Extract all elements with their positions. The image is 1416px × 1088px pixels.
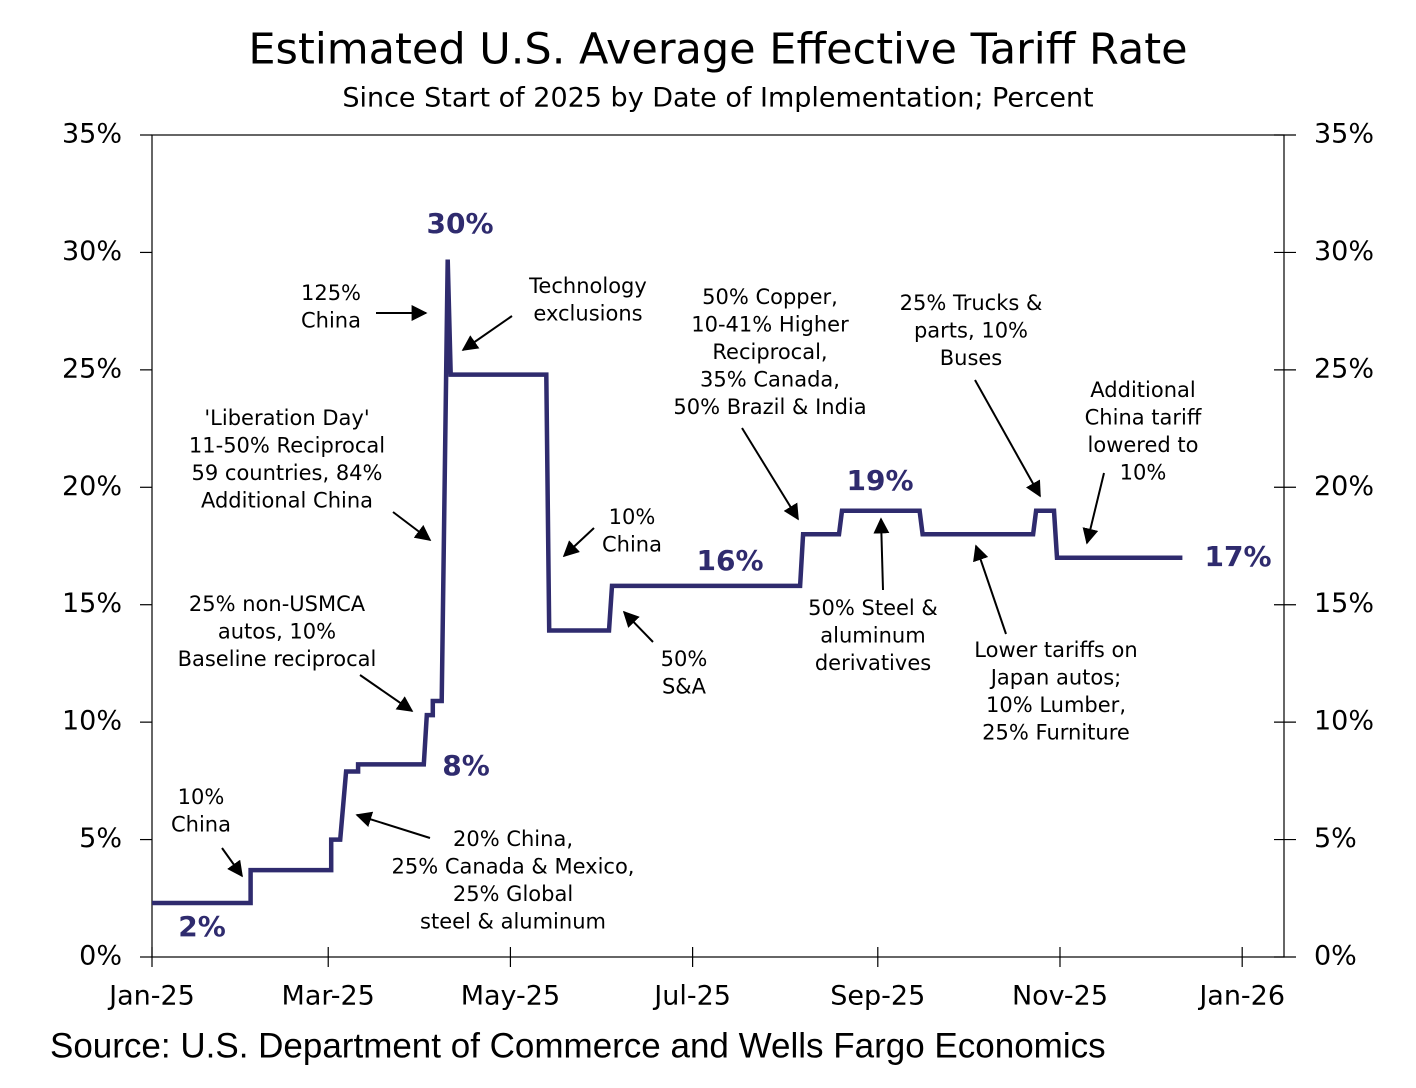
- annotation: 125%: [301, 281, 361, 305]
- arrow: [562, 527, 595, 558]
- y-tick-label: 25%: [62, 353, 122, 384]
- y2-tick-label: 20%: [1314, 471, 1374, 502]
- source-note: Source: U.S. Department of Commerce and …: [50, 1026, 1106, 1065]
- annotation: China: [301, 309, 361, 333]
- y2-tick-label: 5%: [1314, 823, 1357, 854]
- annotation: Additional China: [201, 489, 373, 513]
- x-tick-label: May-25: [461, 981, 560, 1012]
- chart-title: Estimated U.S. Average Effective Tariff …: [248, 25, 1187, 75]
- y2-tick-label: 35%: [1314, 119, 1374, 150]
- annotation: 10-41% Higher: [691, 313, 849, 337]
- annotation: Lower tariffs on: [974, 638, 1137, 662]
- arrow: [461, 315, 513, 351]
- annotation: 10% Lumber,: [986, 693, 1126, 717]
- y-tick-label: 5%: [79, 823, 122, 854]
- value-callout: 17%: [1204, 540, 1271, 573]
- annotation: autos, 10%: [218, 620, 336, 644]
- annotation: 10%: [609, 505, 656, 529]
- annotation: steel & aluminum: [420, 910, 606, 934]
- y-tick-label: 0%: [79, 941, 122, 972]
- annotation: 50% Brazil & India: [673, 395, 866, 419]
- y2-tick-label: 15%: [1314, 588, 1374, 619]
- annotation: Buses: [940, 346, 1003, 370]
- y-tick-label: 15%: [62, 588, 122, 619]
- x-tick-label: Jul-25: [652, 981, 731, 1012]
- value-callout: 8%: [442, 749, 490, 782]
- arrow: [221, 847, 243, 878]
- arrow: [1082, 472, 1105, 545]
- arrow: [392, 511, 432, 541]
- annotation: 25% Canada & Mexico,: [392, 855, 635, 879]
- annotation: aluminum: [820, 624, 925, 648]
- x-tick-label: Mar-25: [282, 981, 375, 1012]
- x-tick-label: Sep-25: [830, 981, 925, 1012]
- annotation: 11-50% Reciprocal: [189, 434, 385, 458]
- arrow: [359, 674, 414, 712]
- annotation-arrows: [221, 305, 1105, 878]
- y-tick-label: 20%: [62, 471, 122, 502]
- chart-subtitle: Since Start of 2025 by Date of Implement…: [342, 83, 1093, 114]
- y2-tick-label: 25%: [1314, 353, 1374, 384]
- y-tick-label: 10%: [62, 706, 122, 737]
- annotation: 50% Steel &: [808, 596, 938, 620]
- tariff-line: [152, 259, 1183, 906]
- arrow: [355, 811, 431, 839]
- annotation: 50%: [661, 647, 708, 671]
- arrow: [974, 379, 1041, 498]
- annotation: lowered to: [1088, 433, 1199, 457]
- annotation: 25% Furniture: [982, 721, 1130, 745]
- annotation: derivatives: [815, 651, 931, 675]
- annotation: S&A: [662, 675, 707, 699]
- arrow: [973, 544, 1007, 635]
- y2-tick-label: 10%: [1314, 706, 1374, 737]
- y2-tick-label: 0%: [1314, 941, 1357, 972]
- value-callout: 16%: [696, 544, 763, 577]
- annotation: Japan autos;: [989, 666, 1122, 690]
- annotation: China: [602, 533, 662, 557]
- annotation: parts, 10%: [914, 319, 1028, 343]
- annotation: China tariff: [1085, 406, 1202, 430]
- y2-tick-label: 30%: [1314, 236, 1374, 267]
- value-callout: 30%: [426, 207, 493, 240]
- value-callout: 19%: [846, 464, 913, 497]
- annotation: exclusions: [533, 302, 642, 326]
- value-callout: 2%: [178, 910, 226, 943]
- x-tick-label: Jan-25: [107, 981, 195, 1012]
- arrow: [622, 610, 654, 643]
- x-tick-label: Jan-26: [1197, 981, 1285, 1012]
- y-tick-label: 35%: [62, 119, 122, 150]
- annotation: Reciprocal,: [712, 340, 827, 364]
- annotation: 10%: [1120, 461, 1167, 485]
- annotation: 25% non-USMCA: [189, 592, 366, 616]
- annotation: 50% Copper,: [702, 285, 838, 309]
- annotation: 59 countries, 84%: [192, 461, 383, 485]
- annotation: China: [171, 813, 231, 837]
- annotation: Technology: [528, 274, 647, 298]
- annotation: 35% Canada,: [700, 368, 840, 392]
- y-tick-label: 30%: [62, 236, 122, 267]
- annotation: 25% Global: [453, 882, 573, 906]
- annotation: Baseline reciprocal: [178, 647, 377, 671]
- annotation: 10%: [178, 785, 225, 809]
- annotation: 25% Trucks &: [900, 291, 1043, 315]
- annotation: 20% China,: [453, 827, 573, 851]
- arrow: [873, 517, 890, 591]
- annotation: 'Liberation Day': [204, 406, 369, 430]
- x-tick-label: Nov-25: [1012, 981, 1108, 1012]
- plot-frame: [151, 134, 1285, 958]
- arrow: [741, 427, 799, 521]
- annotation: Additional: [1090, 378, 1195, 402]
